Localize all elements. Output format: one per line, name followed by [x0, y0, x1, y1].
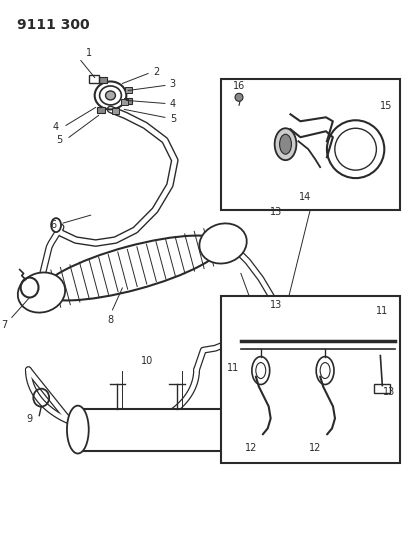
Bar [89, 76, 99, 84]
Ellipse shape [260, 318, 268, 325]
Bar [97, 107, 105, 113]
Text: 6: 6 [50, 220, 56, 230]
Bar [221, 79, 400, 209]
Text: 12: 12 [309, 443, 321, 453]
Text: 5: 5 [56, 135, 62, 146]
Text: 2: 2 [153, 67, 159, 77]
Ellipse shape [244, 432, 256, 446]
Text: 3: 3 [170, 79, 176, 90]
Text: 13: 13 [270, 207, 282, 216]
Text: 4: 4 [53, 123, 59, 132]
Ellipse shape [51, 218, 61, 232]
Ellipse shape [240, 427, 260, 449]
Bar [121, 100, 128, 106]
Text: 8: 8 [107, 315, 113, 325]
Ellipse shape [275, 128, 296, 160]
Text: 7: 7 [1, 320, 7, 330]
Ellipse shape [67, 406, 89, 454]
Text: 9111 300: 9111 300 [18, 18, 90, 31]
Ellipse shape [279, 134, 291, 154]
Ellipse shape [225, 406, 247, 454]
Text: 16: 16 [233, 82, 245, 91]
Bar [124, 98, 132, 104]
Text: 11: 11 [376, 306, 388, 316]
Text: 12: 12 [245, 443, 257, 453]
Bar [374, 384, 390, 393]
Text: 5: 5 [170, 115, 176, 124]
Text: 15: 15 [380, 101, 392, 111]
Ellipse shape [18, 272, 65, 312]
Text: 10: 10 [141, 356, 153, 366]
Text: 14: 14 [299, 192, 312, 201]
Bar [78, 409, 236, 450]
Bar [113, 108, 120, 115]
Text: 13: 13 [383, 387, 395, 398]
Bar [99, 77, 106, 83]
Ellipse shape [235, 93, 243, 101]
Bar [221, 296, 400, 463]
Ellipse shape [199, 223, 247, 263]
Bar [125, 87, 132, 93]
Ellipse shape [240, 410, 260, 432]
Ellipse shape [41, 236, 223, 301]
Ellipse shape [244, 414, 256, 427]
Ellipse shape [106, 91, 115, 100]
Text: 9: 9 [26, 414, 32, 424]
Text: 4: 4 [170, 100, 176, 109]
Text: 1: 1 [85, 47, 92, 58]
Text: 11: 11 [227, 362, 239, 373]
Text: 13: 13 [270, 300, 282, 310]
